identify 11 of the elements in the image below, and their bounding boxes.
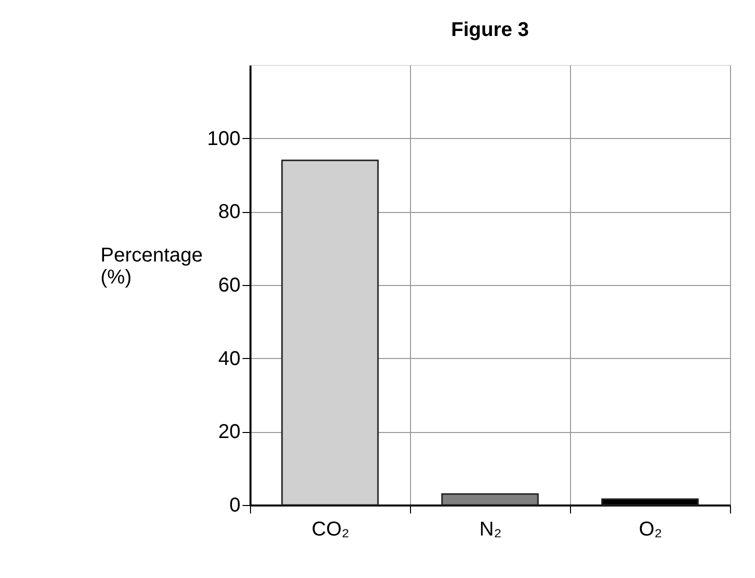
y-tick-label: 80	[218, 201, 240, 224]
x-tick-label: N₂	[479, 518, 502, 540]
y-tick-label: 100	[207, 128, 240, 150]
y-tick-label: 20	[218, 421, 240, 444]
x-tick-label: O₂	[638, 518, 662, 540]
y-axis-title: Percentage (%)	[100, 244, 203, 288]
y-tick-label: 60	[218, 274, 240, 296]
y-tick-label: 40	[218, 348, 240, 370]
x-tick-label: CO₂	[312, 518, 350, 540]
y-tick-label: 0	[229, 494, 240, 516]
chart-title: Figure 3	[451, 19, 529, 41]
